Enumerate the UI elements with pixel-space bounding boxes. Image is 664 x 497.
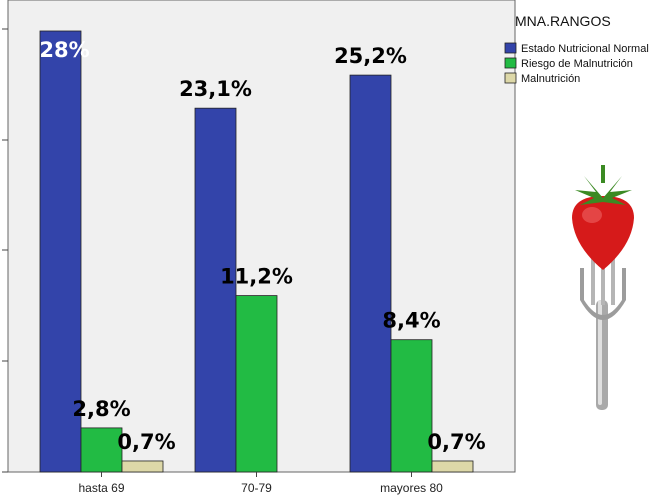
x-axis-labels: hasta 69 70-79 mayores 80	[78, 472, 443, 495]
data-label-1-1: 11,2%	[220, 265, 293, 289]
legend: Estado Nutricional Normal Riesgo de Malnu…	[504, 42, 649, 85]
legend-swatch-2	[504, 72, 517, 84]
x-tick-label-2: mayores 80	[380, 481, 443, 495]
legend-title: MNA.RANGOS	[515, 13, 611, 29]
legend-label-2: Malnutrición	[521, 73, 580, 85]
bar-estado-nutricional-normal-2	[349, 74, 392, 473]
bar-riesgo-de-malnutrici-n-0	[80, 427, 123, 473]
legend-label-0: Estado Nutricional Normal	[521, 43, 649, 55]
legend-swatch-0	[504, 42, 517, 54]
bar-malnutrici-n-0	[121, 460, 164, 473]
bar-riesgo-de-malnutrici-n-1	[235, 295, 278, 473]
data-label-0-1: 23,1%	[179, 77, 252, 101]
legend-label-1: Riesgo de Malnutrición	[521, 58, 633, 70]
data-label-1-2: 8,4%	[382, 309, 440, 333]
y-axis-ticks	[2, 28, 8, 473]
data-label-0-2: 25,2%	[334, 44, 407, 68]
bar-estado-nutricional-normal-0	[39, 30, 82, 473]
bar-riesgo-de-malnutrici-n-2	[390, 339, 433, 473]
bar-labels-group: 28% 23,1% 25,2% 2,8% 11,2% 8,4% 0,7% 0,7%	[39, 38, 485, 454]
bar-estado-nutricional-normal-1	[194, 107, 237, 473]
strawberry-fork-image	[572, 165, 634, 410]
data-label-1-0: 2,8%	[72, 397, 130, 421]
data-label-0-0: 28%	[39, 38, 89, 62]
bars-group	[39, 30, 474, 473]
x-tick-label-0: hasta 69	[78, 481, 124, 495]
data-label-2-2: 0,7%	[427, 430, 485, 454]
bar-malnutrici-n-2	[431, 460, 474, 473]
data-label-2-0: 0,7%	[117, 430, 175, 454]
x-tick-label-1: 70-79	[241, 481, 272, 495]
legend-swatch-1	[504, 57, 517, 69]
